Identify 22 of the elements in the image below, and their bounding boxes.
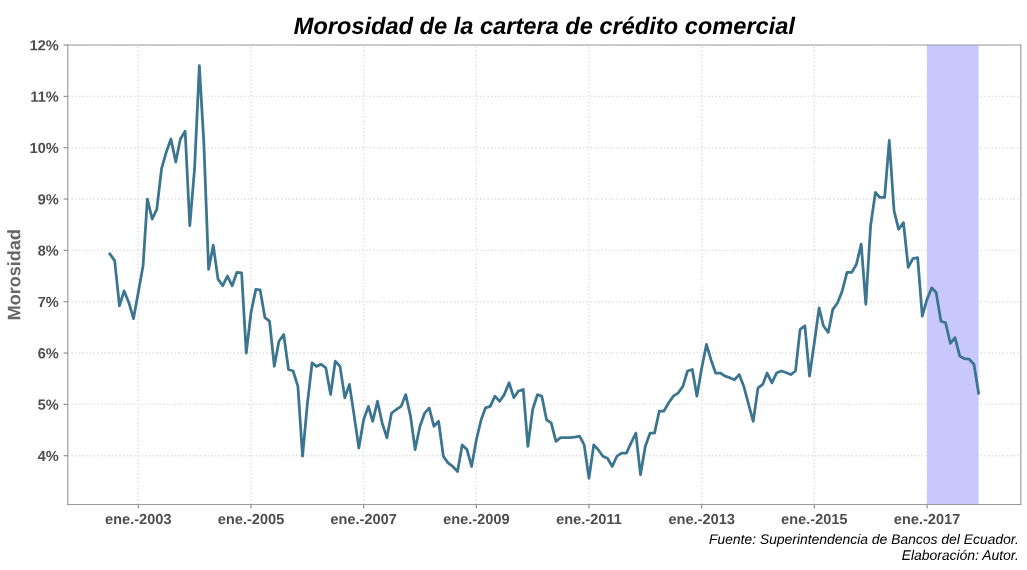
x-tick-label: ene.-2007 xyxy=(330,513,397,525)
source-note: Fuente: Superintendencia de Bancos del Ecuador. xyxy=(709,533,1018,547)
x-tick-label: ene.-2009 xyxy=(443,513,510,525)
y-tick-label: 9% xyxy=(38,194,59,205)
y-tick-label: 11% xyxy=(31,91,59,102)
x-tick-label: ene.-2015 xyxy=(781,513,848,525)
chart-title: Morosidad de la cartera de crédito comercial xyxy=(294,16,796,35)
x-tick-label: ene.-2005 xyxy=(218,513,284,525)
x-tick-label: ene.-2017 xyxy=(894,513,960,525)
line-series xyxy=(108,64,980,480)
y-tick-label: 12% xyxy=(30,40,59,51)
y-tick-label: 8% xyxy=(38,245,59,256)
y-tick-label: 4% xyxy=(37,450,59,462)
text: Elaboración: Autor. xyxy=(902,549,1018,561)
x-tick-label: ene.-2003 xyxy=(105,513,171,525)
y-tick-label: 7% xyxy=(38,296,59,308)
x-tick-label: ene.-2011 xyxy=(556,513,622,525)
y-tick-label: 10% xyxy=(30,142,59,154)
x-tick-label: ene.-2013 xyxy=(669,513,735,525)
y-tick-label: 6% xyxy=(38,348,59,359)
y-axis-title: Morosidad xyxy=(7,230,21,320)
y-tick-label: 5% xyxy=(38,399,59,410)
